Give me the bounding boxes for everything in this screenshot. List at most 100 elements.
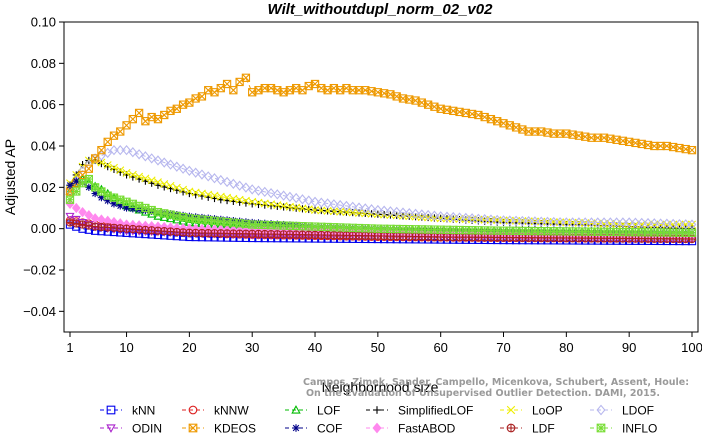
data-point-loop — [235, 195, 244, 204]
legend-marker-simplifiedlof — [373, 406, 381, 414]
data-point-ldof — [505, 215, 515, 226]
data-point-ldof — [373, 204, 383, 216]
data-point-loop — [556, 218, 565, 227]
legend-label-cof: COF — [317, 422, 342, 434]
data-point-ldof — [266, 187, 276, 199]
data-point-kdeos — [97, 145, 106, 155]
data-point-kdeos — [687, 145, 697, 155]
data-point-ldof — [530, 216, 540, 227]
data-point-ldof — [235, 180, 244, 191]
data-point-loop — [191, 188, 200, 197]
credit-note: Campos, Zimek, Sander, Campello, Micenko… — [303, 377, 689, 399]
legend-marker-fastabod — [372, 422, 382, 434]
data-point-inflo — [222, 217, 232, 227]
data-point-loop — [688, 220, 696, 229]
data-point-loop — [549, 218, 558, 227]
legend-item-loop: LoOP — [500, 404, 563, 418]
data-point-ldof — [122, 144, 131, 156]
data-point-loop — [122, 168, 131, 177]
data-point-cof — [122, 204, 131, 212]
data-point-loop — [348, 208, 357, 217]
data-point-ldof — [436, 211, 446, 222]
y-tick-label: 0.06 — [31, 97, 56, 112]
legend-item-odin: ODIN — [100, 422, 162, 434]
data-point-loop — [179, 185, 188, 194]
plot-data — [65, 73, 697, 246]
data-point-loop — [223, 193, 232, 202]
data-point-ldof — [398, 207, 408, 218]
data-point-inflo — [65, 195, 75, 204]
legend-marker-inflo — [596, 423, 606, 433]
data-point-ldof — [285, 191, 295, 203]
y-tick-label: 0.00 — [31, 221, 56, 236]
data-point-ldof — [241, 182, 251, 193]
data-point-ldof — [210, 173, 219, 184]
data-point-ldof — [342, 200, 351, 212]
series-kdeos — [65, 73, 697, 196]
data-point-ldof — [562, 217, 571, 228]
x-tick-label: 20 — [182, 340, 196, 355]
data-point-loop — [160, 180, 169, 189]
data-point-loop — [109, 163, 118, 172]
data-point-ldof — [216, 174, 226, 186]
data-point-ldof — [631, 217, 640, 228]
data-point-ldof — [549, 216, 559, 228]
data-point-odin — [71, 215, 81, 225]
data-point-kdeos — [84, 164, 93, 173]
data-point-ldof — [524, 216, 533, 227]
y-tick-label: 0.10 — [31, 15, 56, 30]
data-point-ldof — [624, 217, 634, 228]
axes: 1 10 20 30 40 50 60 70 80 90 100 −0.04 −0.02 0.00 0.02… — [23, 15, 702, 356]
legend-label-simplifiedlof: SimplifiedLOF — [398, 404, 473, 418]
data-point-ldof — [379, 205, 389, 216]
data-point-inflo — [204, 216, 213, 225]
data-point-ldof — [649, 218, 659, 229]
x-tick-label: 1 — [66, 340, 73, 355]
series-inflo — [65, 174, 697, 237]
data-point-ldof — [134, 149, 144, 160]
legend-item-kdeos: KDEOS — [182, 422, 256, 434]
data-point-ldof — [367, 204, 376, 215]
legend-label-lof: LOF — [317, 404, 340, 418]
data-point-inflo — [109, 193, 119, 202]
y-tick-label: −0.02 — [23, 263, 56, 278]
legend-marker-knnw — [188, 405, 198, 415]
data-point-loop — [562, 218, 571, 227]
data-point-loop — [116, 166, 125, 175]
data-point-ldof — [492, 214, 502, 226]
legend-label-loop: LoOP — [532, 404, 563, 418]
data-point-ldof — [668, 218, 678, 230]
data-point-ldof — [662, 218, 672, 229]
data-point-loop — [342, 208, 351, 217]
y-tick-label: 0.02 — [31, 180, 56, 195]
x-tick-label: 30 — [245, 340, 259, 355]
data-point-ldof — [637, 217, 647, 229]
data-point-fastabod — [84, 210, 94, 221]
legend-marker-ldof — [596, 404, 606, 416]
data-point-ldof — [574, 217, 584, 228]
data-point-ldof — [675, 218, 684, 230]
data-point-ldof — [172, 161, 182, 172]
data-point-ldof — [329, 199, 339, 210]
data-point-ldof — [423, 209, 433, 221]
data-point-loop — [210, 191, 219, 200]
data-point-ldof — [254, 185, 263, 196]
data-point-ldof — [222, 176, 232, 188]
data-point-kdeos — [241, 73, 251, 82]
data-point-ldof — [543, 216, 552, 228]
data-point-simplifiedlof — [267, 202, 275, 210]
data-point-ldof — [417, 209, 427, 220]
data-point-ldof — [499, 215, 508, 226]
legend-item-knnw: kNNW — [182, 404, 249, 418]
data-point-ldof — [178, 163, 188, 174]
x-tick-label: 60 — [433, 340, 447, 355]
data-point-ldof — [518, 215, 527, 227]
data-point-simplifiedlof — [280, 203, 288, 211]
data-point-ldof — [247, 184, 257, 195]
data-point-ldof — [404, 207, 414, 219]
legend-item-lof: LOF — [285, 404, 340, 418]
data-point-ldof — [203, 171, 213, 182]
data-point-loop — [618, 220, 627, 229]
data-point-ldof — [568, 217, 577, 228]
